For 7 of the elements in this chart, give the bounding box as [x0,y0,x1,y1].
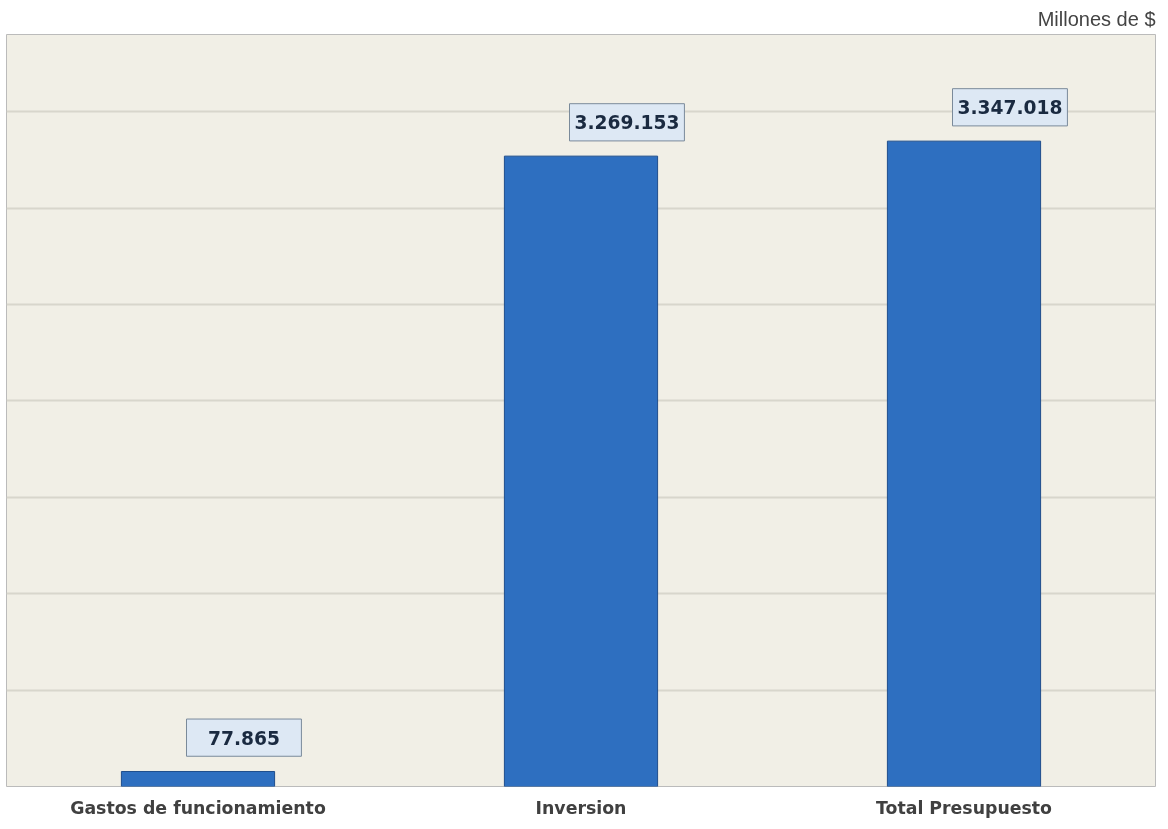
data-label: 3.347.018 [957,97,1063,119]
text: Millones de $ [1037,7,1156,30]
x-tick-label: Gastos de funcionamiento [70,797,326,818]
x-tick-label: Total Presupuesto [875,797,1053,818]
data-label: 3.269.153 [574,112,680,134]
x-tick-label: Inversion [535,797,627,818]
data-label: 77.865 [207,727,280,749]
